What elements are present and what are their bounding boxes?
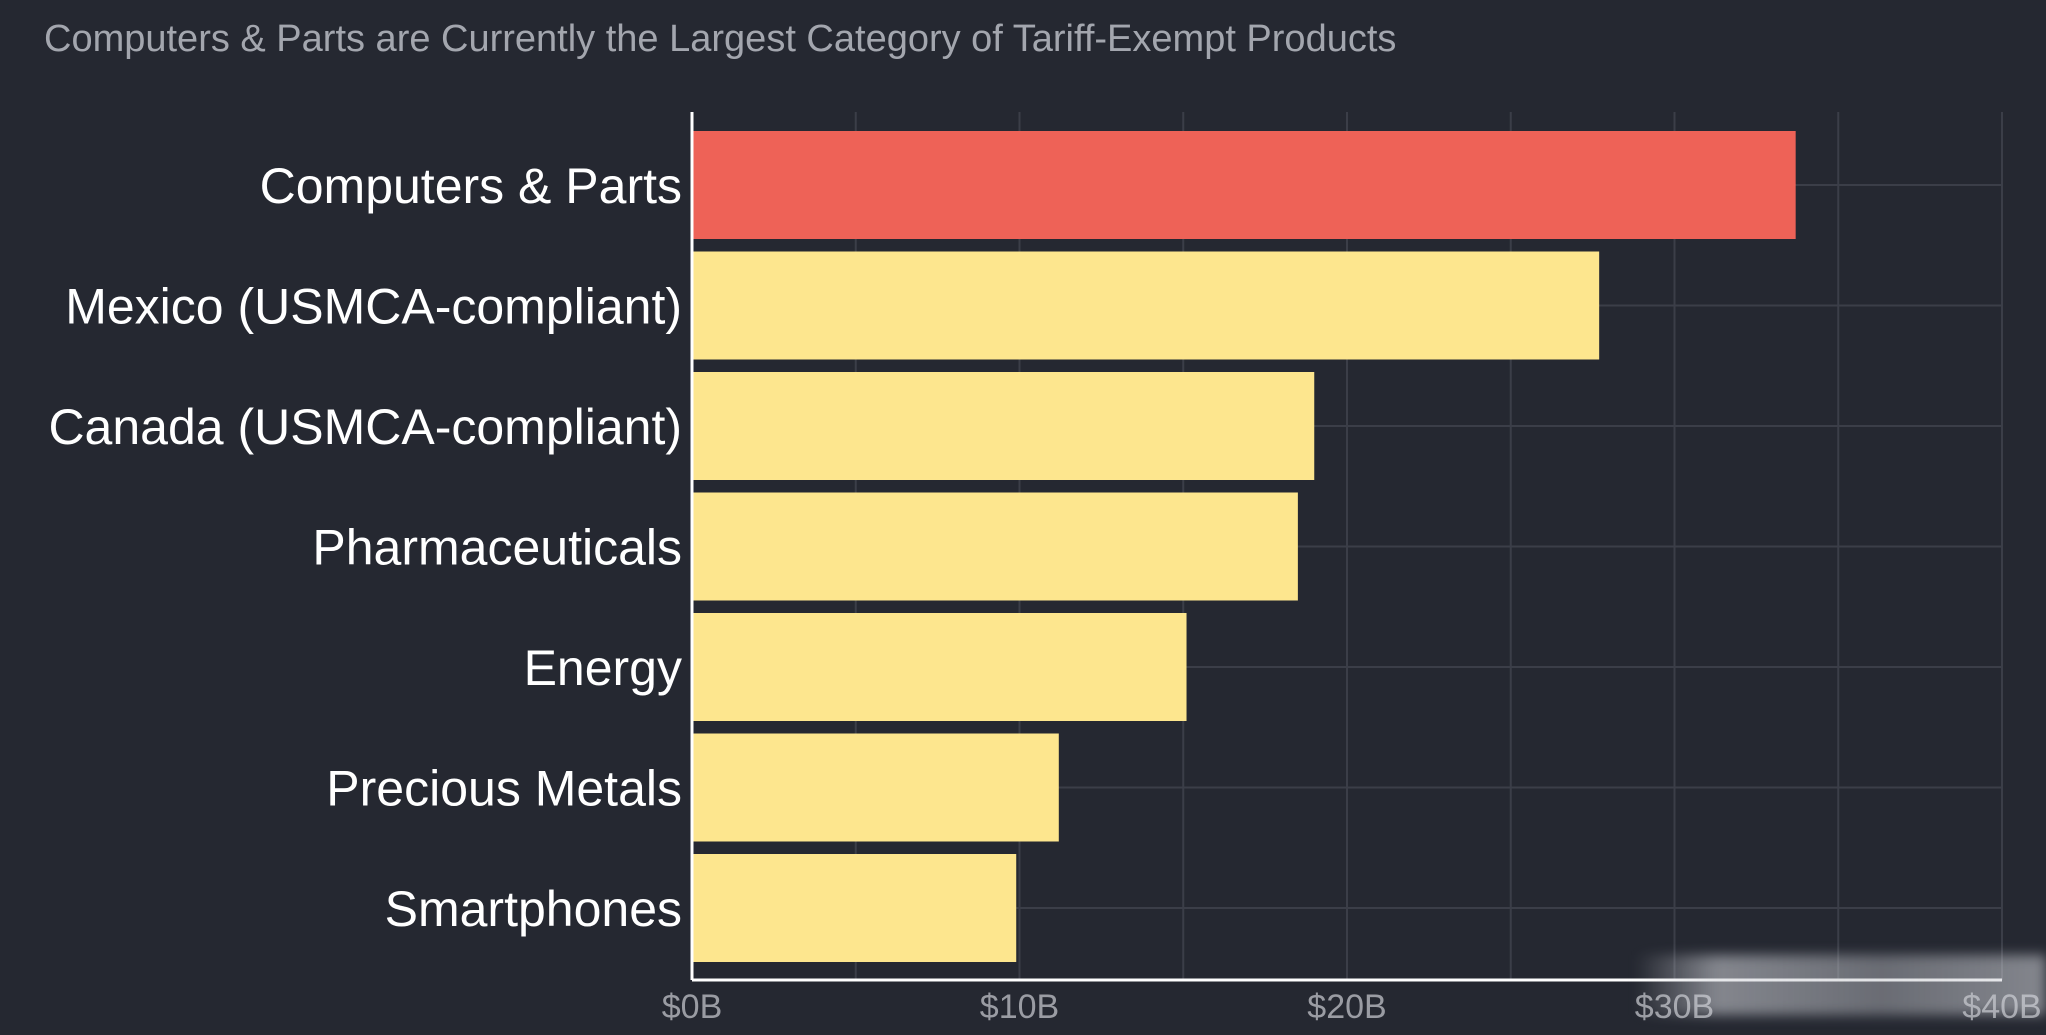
category-labels: Computers & Parts Mexico (USMCA-compliant… bbox=[48, 158, 682, 937]
category-label-1: Mexico (USMCA-compliant) bbox=[65, 279, 682, 335]
chart-title: Computers & Parts are Currently the Larg… bbox=[44, 18, 1397, 60]
bar-6 bbox=[692, 854, 1017, 962]
x-tick-label-0: $0B bbox=[662, 988, 723, 1026]
category-label-2: Canada (USMCA-compliant) bbox=[48, 399, 682, 455]
category-label-4: Energy bbox=[524, 640, 682, 696]
category-label-6: Smartphones bbox=[385, 881, 682, 937]
bar-5 bbox=[692, 733, 1059, 842]
bar-3 bbox=[692, 492, 1298, 601]
category-label-0: Computers & Parts bbox=[260, 158, 682, 214]
category-label-3: Pharmaceuticals bbox=[312, 520, 682, 576]
x-tick-label-2: $20B bbox=[1307, 988, 1386, 1026]
watermark-overlay bbox=[1635, 955, 2046, 1015]
bar-1 bbox=[692, 251, 1600, 360]
x-tick-label-1: $10B bbox=[980, 988, 1059, 1026]
category-label-5: Precious Metals bbox=[326, 761, 682, 817]
bar-2 bbox=[692, 372, 1315, 480]
bar-0 bbox=[692, 131, 1796, 239]
bars bbox=[692, 131, 1796, 962]
bar-4 bbox=[692, 613, 1187, 721]
